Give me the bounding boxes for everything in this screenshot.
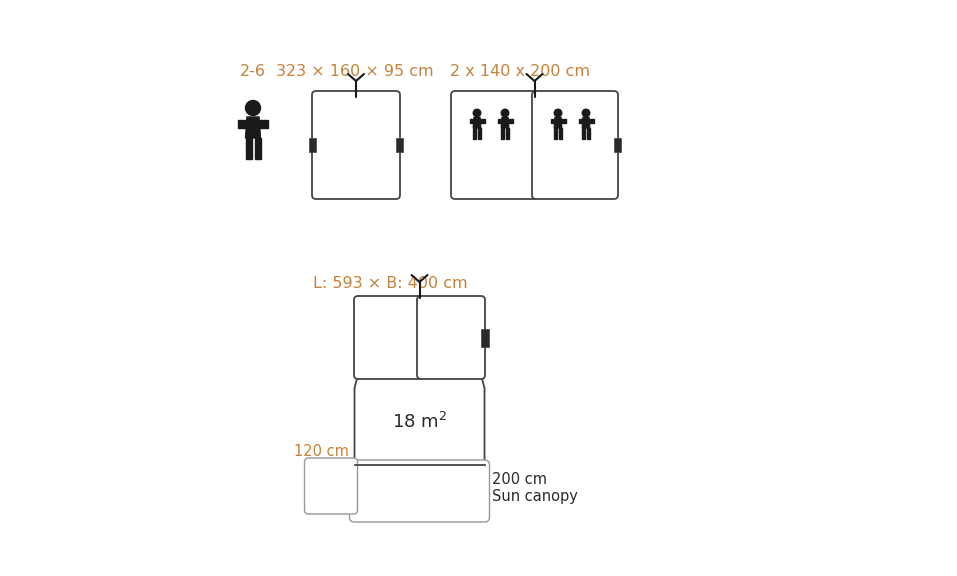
Circle shape bbox=[501, 109, 509, 117]
Polygon shape bbox=[501, 118, 509, 128]
FancyBboxPatch shape bbox=[304, 458, 358, 514]
Polygon shape bbox=[554, 128, 557, 138]
Polygon shape bbox=[505, 128, 509, 138]
Circle shape bbox=[554, 109, 562, 117]
Polygon shape bbox=[255, 138, 260, 159]
FancyBboxPatch shape bbox=[451, 91, 537, 199]
Bar bbox=[614, 138, 621, 152]
Polygon shape bbox=[559, 128, 562, 138]
Circle shape bbox=[246, 100, 260, 116]
Bar bbox=[396, 138, 403, 152]
Polygon shape bbox=[354, 375, 484, 465]
Polygon shape bbox=[246, 117, 260, 138]
FancyBboxPatch shape bbox=[349, 460, 489, 522]
Polygon shape bbox=[578, 119, 593, 123]
Polygon shape bbox=[246, 138, 252, 159]
Text: 120 cm: 120 cm bbox=[294, 444, 348, 459]
FancyBboxPatch shape bbox=[532, 91, 618, 199]
Polygon shape bbox=[554, 118, 562, 128]
Polygon shape bbox=[474, 128, 477, 138]
Polygon shape bbox=[550, 119, 566, 123]
Polygon shape bbox=[470, 119, 484, 123]
Text: Sun canopy: Sun canopy bbox=[493, 490, 578, 505]
Polygon shape bbox=[238, 120, 268, 127]
Bar bbox=[481, 328, 489, 347]
Polygon shape bbox=[478, 128, 480, 138]
Text: 323 × 160 × 95 cm: 323 × 160 × 95 cm bbox=[277, 65, 434, 79]
Text: 2 x 140 x 200 cm: 2 x 140 x 200 cm bbox=[450, 65, 590, 79]
Polygon shape bbox=[582, 118, 590, 128]
FancyBboxPatch shape bbox=[354, 296, 422, 379]
Polygon shape bbox=[501, 128, 504, 138]
Text: 18 m$^2$: 18 m$^2$ bbox=[392, 412, 447, 432]
Polygon shape bbox=[587, 128, 590, 138]
Circle shape bbox=[474, 109, 480, 117]
Polygon shape bbox=[474, 118, 480, 128]
Text: L: 593 × B: 400 cm: L: 593 × B: 400 cm bbox=[313, 276, 467, 291]
FancyBboxPatch shape bbox=[417, 296, 485, 379]
Text: 200 cm: 200 cm bbox=[493, 472, 547, 487]
Circle shape bbox=[582, 109, 590, 117]
Text: 2-6: 2-6 bbox=[240, 65, 266, 79]
Polygon shape bbox=[582, 128, 586, 138]
Polygon shape bbox=[498, 119, 513, 123]
FancyBboxPatch shape bbox=[312, 91, 400, 199]
Bar bbox=[309, 138, 316, 152]
